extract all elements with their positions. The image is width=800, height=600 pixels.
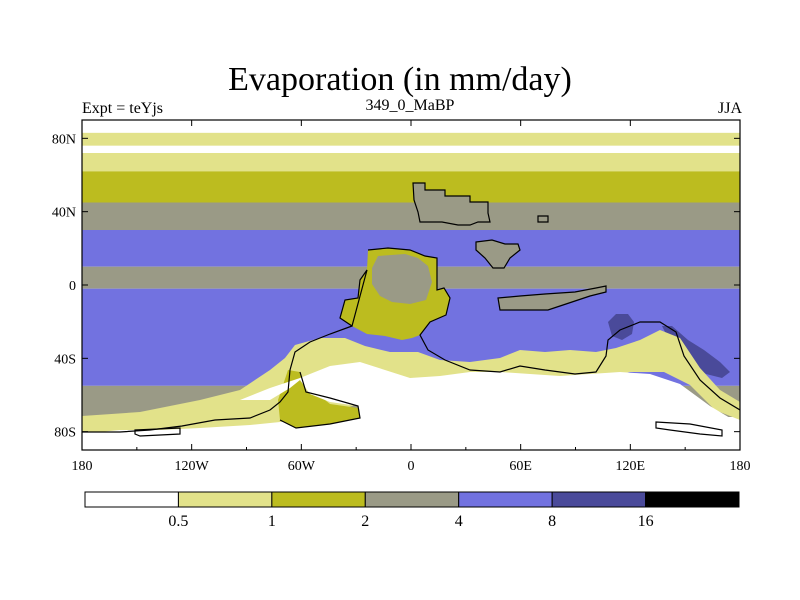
coast-antarctic-tongue [279, 371, 361, 429]
y-tick-label: 0 [69, 279, 76, 294]
colorbar-level-label: 1 [268, 513, 276, 530]
region-se-continent [498, 286, 606, 310]
field-band-0 [82, 120, 740, 133]
x-tick-label: 180 [72, 459, 93, 474]
colorbar-level-label: 0.5 [168, 513, 188, 530]
region-antarctic-white [82, 362, 740, 450]
colorbar-swatch-5 [551, 491, 647, 508]
coast-se-continent [497, 285, 607, 311]
x-tick-label: 60W [288, 459, 316, 474]
colorbar-swatch-3 [364, 491, 460, 508]
y-tick-label: 40N [52, 206, 76, 221]
colorbar-swatch-2 [271, 491, 366, 508]
field-band-1 [82, 132, 740, 148]
colorbar-swatch-0 [84, 491, 179, 508]
chart-title: Evaporation (in mm/day) [228, 61, 572, 98]
colorbar-level-label: 16 [638, 513, 654, 530]
field-band-2 [82, 147, 740, 172]
colorbar-level-label: 2 [361, 513, 369, 530]
x-tick-label: 180 [730, 459, 751, 474]
coast-antarctic-tip-left [134, 427, 181, 437]
x-tick-label: 120W [175, 459, 210, 474]
coast-small-island [537, 215, 549, 223]
colorbar-level-label: 8 [548, 513, 556, 530]
colorbar-swatch-6 [645, 491, 740, 508]
coast-north-continent [412, 182, 491, 226]
field-band-3 [82, 171, 740, 203]
colorbar-level-label: 4 [455, 513, 463, 530]
x-tick-label: 0 [408, 459, 415, 474]
period-label: 349_0_MaBP [365, 97, 455, 114]
experiment-label: Expt = teYjs [82, 100, 164, 117]
x-tick-label: 120E [616, 459, 646, 474]
region-central-patch [476, 240, 520, 268]
region-main-continent-inner [372, 254, 432, 304]
colorbar-swatch-4 [458, 491, 553, 508]
region-north-continent [413, 183, 490, 225]
region-dark-blob-1 [608, 314, 634, 340]
evaporation-regions [82, 182, 740, 450]
coastlines [82, 182, 740, 437]
axes: 180 120W 60W 0 60E 120E 180 80N 40N 0 40S 80S [52, 120, 751, 474]
region-south-tongue [278, 370, 360, 428]
colorbar: 0.5 1 2 4 8 16 [84, 491, 740, 530]
colorbar-swatch-1 [177, 491, 273, 508]
coast-central-patch [475, 239, 521, 269]
coast-antarctic-tip-right [655, 421, 723, 437]
y-tick-label: 40S [54, 352, 76, 367]
y-tick-label: 80N [52, 132, 76, 147]
x-tick-label: 60E [509, 459, 532, 474]
season-label: JJA [717, 100, 742, 117]
field-stripe-north [82, 145, 740, 153]
y-tick-label: 80S [54, 426, 76, 441]
field-band-4 [82, 202, 740, 230]
